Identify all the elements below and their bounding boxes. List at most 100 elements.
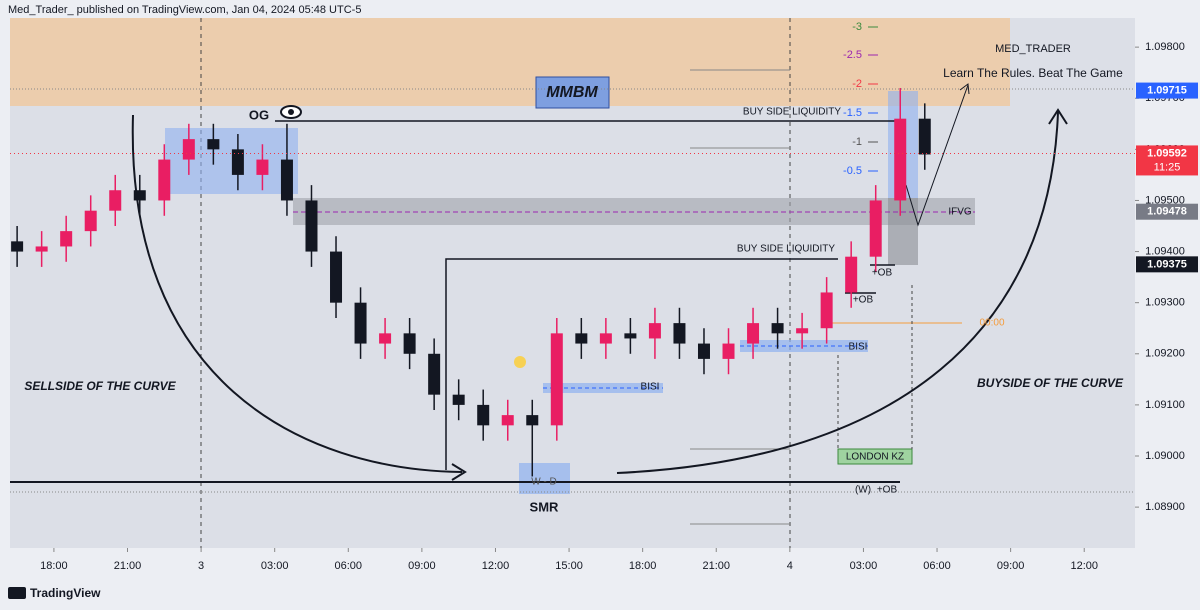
annotation: IFVG — [948, 207, 972, 218]
annotation: MMBM — [546, 84, 598, 101]
price-label: 1.09478 — [1147, 206, 1187, 218]
eye-pupil — [288, 109, 294, 115]
y-tick-label: 1.09800 — [1145, 41, 1185, 53]
annotation: LONDON KZ — [846, 452, 904, 463]
annotation: Learn The Rules. Beat The Game — [943, 66, 1123, 80]
annotation: SELLSIDE OF THE CURVE — [24, 379, 176, 393]
candle-body — [207, 139, 220, 150]
annotation: 00:00 — [979, 318, 1004, 329]
candle-body — [60, 231, 73, 247]
price-label-box — [1136, 145, 1198, 176]
candle-body — [158, 159, 171, 201]
annotation: MED_TRADER — [995, 43, 1071, 55]
x-tick-label: 21:00 — [114, 560, 142, 572]
x-tick-label: 15:00 — [555, 560, 583, 572]
candle-body — [845, 256, 858, 293]
arrow-head — [959, 83, 970, 95]
candle-body — [501, 415, 514, 426]
candle-body — [869, 200, 882, 257]
candle-body — [771, 323, 784, 334]
projection — [905, 84, 969, 227]
y-tick-label: 1.09300 — [1145, 297, 1185, 309]
candle-body — [84, 210, 97, 232]
annotation: BISI — [849, 342, 868, 353]
labels: 1.098001.097001.096001.095001.094001.093… — [10, 21, 1198, 572]
london-box — [837, 448, 913, 465]
candles — [11, 88, 931, 477]
price-label: 1.09375 — [1147, 258, 1187, 270]
wd-box — [519, 463, 570, 494]
price-label: 1.09715 — [1147, 84, 1187, 96]
price-label-box — [1136, 256, 1198, 273]
fib-label: -0.5 — [843, 165, 862, 177]
annotation: BUYSIDE OF THE CURVE — [977, 376, 1124, 390]
arrow-head — [1048, 108, 1068, 125]
candle-body — [35, 246, 48, 252]
candle-body — [894, 118, 907, 201]
y-tick-label: 1.09200 — [1145, 348, 1185, 360]
annotation: +OB — [853, 295, 874, 306]
x-tick-label: 18:00 — [629, 560, 657, 572]
fib-label: -2 — [852, 78, 862, 90]
candle-body — [820, 292, 833, 329]
y-tick-label: 1.09400 — [1145, 245, 1185, 257]
candle-body — [796, 328, 809, 334]
y-tick-label: 1.09000 — [1145, 450, 1185, 462]
y-tick-label: 1.09100 — [1145, 399, 1185, 411]
fib-label: -1.5 — [843, 107, 862, 119]
mmbm-box — [535, 76, 610, 109]
level-line — [445, 258, 838, 470]
header: Med_Trader_ published on TradingView.com… — [8, 4, 361, 16]
bulb-icon — [514, 356, 526, 368]
candle-body — [452, 394, 465, 405]
og-box — [165, 128, 298, 194]
candle-body — [330, 251, 343, 303]
price-label: 1.09592 — [1147, 147, 1187, 159]
candle-body — [280, 159, 293, 201]
y-tick-label: 1.08900 — [1145, 501, 1185, 513]
candle-body — [231, 149, 244, 175]
candle-body — [673, 323, 686, 344]
x-tick-label: 12:00 — [1070, 560, 1098, 572]
candle-body — [697, 343, 710, 359]
sellside-curve — [131, 114, 463, 473]
premium-zone — [10, 18, 1010, 106]
x-tick-label: 09:00 — [408, 560, 436, 572]
candle-body — [182, 139, 195, 160]
candle-body — [305, 200, 318, 252]
x-tick-label: 21:00 — [702, 560, 730, 572]
candle-body — [477, 404, 490, 426]
candle-body — [379, 333, 392, 344]
candle-body — [747, 323, 760, 344]
annotation: W - D — [531, 477, 557, 488]
annotation: BUY SIDE LIQUIDITY — [737, 244, 836, 255]
x-tick-label: 18:00 — [40, 560, 68, 572]
footer: TradingView — [30, 586, 101, 600]
drawings — [10, 18, 1135, 548]
fib-label: -3 — [852, 21, 862, 33]
candle-body — [918, 118, 931, 155]
candle-body — [256, 159, 269, 175]
candle-body — [109, 190, 122, 211]
countdown: 11:25 — [1154, 161, 1181, 173]
candle-body — [354, 302, 367, 344]
fib-label: -1 — [852, 136, 862, 148]
annotation: SMR — [530, 499, 560, 514]
buyside-curve — [616, 111, 1059, 474]
x-tick-label: 06:00 — [335, 560, 363, 572]
x-tick-label: 3 — [198, 560, 204, 572]
annotation: BUY SIDE LIQUIDITY — [743, 107, 842, 118]
candle-body — [648, 323, 661, 339]
candle-body — [133, 190, 146, 201]
candle-body — [403, 333, 416, 354]
candle-body — [428, 353, 441, 395]
logo — [8, 587, 26, 599]
candle-body — [550, 333, 563, 426]
y-tick-label: 1.09500 — [1145, 194, 1185, 206]
ifvg-box — [888, 198, 918, 265]
candle-body — [624, 333, 637, 339]
candle-body — [722, 343, 735, 359]
annotation: +OB — [872, 268, 893, 279]
